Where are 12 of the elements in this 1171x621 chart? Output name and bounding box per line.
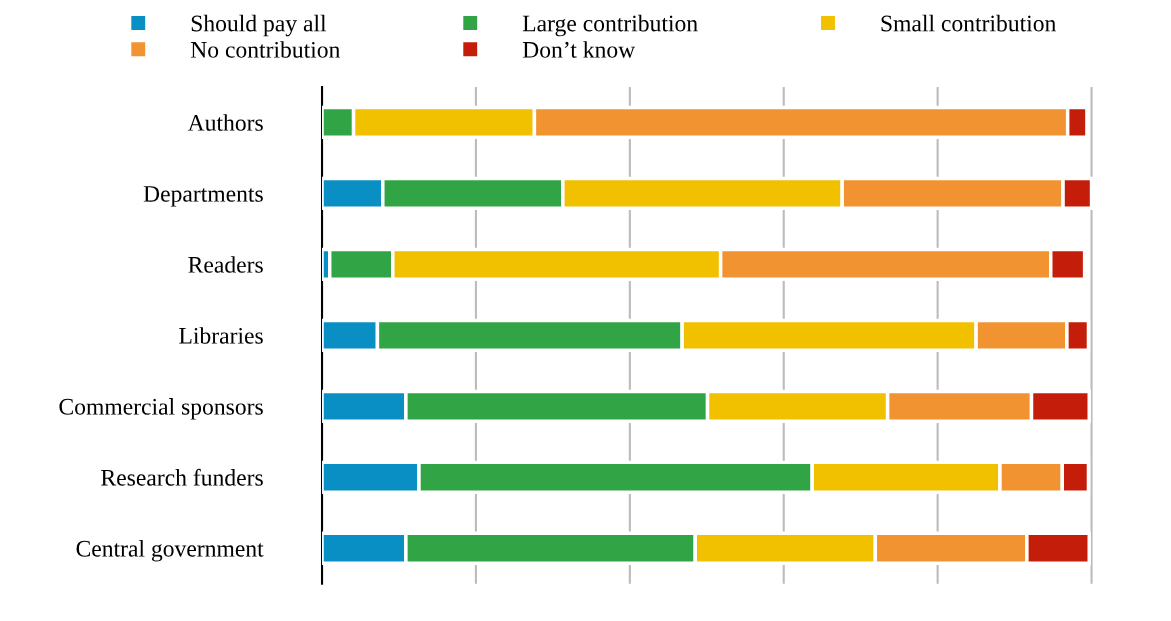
legend-label: Don’t know (522, 41, 636, 58)
legend-label: Large contribution (522, 14, 698, 37)
y-tick-label: Authors (187, 114, 263, 131)
y-tick-label: Readers (188, 256, 263, 273)
y-tick-label: Departments (143, 186, 263, 207)
y-tick-label: Libraries (179, 327, 263, 344)
legend-label: Small contribution (881, 14, 1056, 32)
legend-label: No contribution (190, 41, 341, 58)
y-tick-label: Commercial sponsors (59, 398, 263, 420)
legend-label: Should pay all (191, 14, 327, 37)
y-tick-label: Central government (76, 540, 264, 562)
y-tick-label: Research funders (101, 468, 263, 486)
